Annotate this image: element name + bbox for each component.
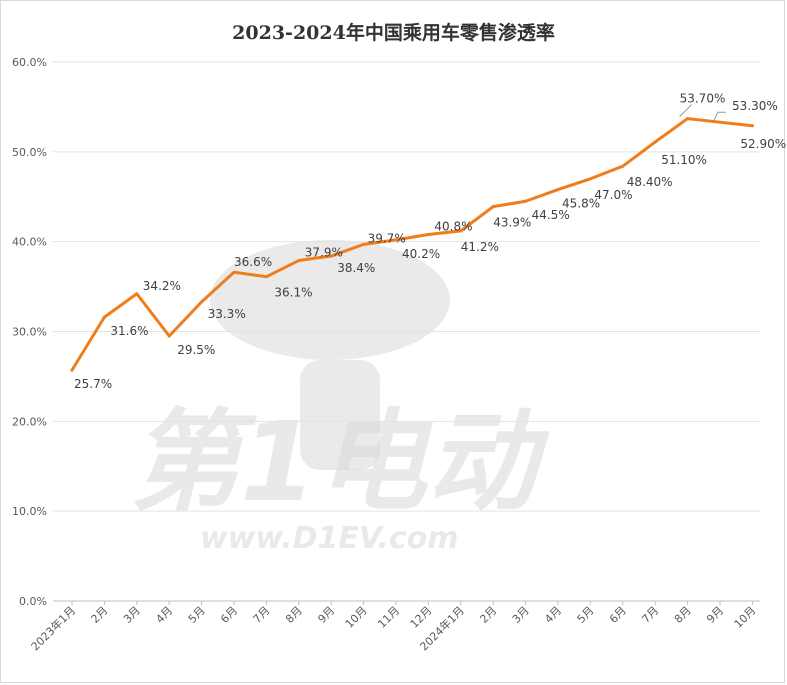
data-label: 47.0% [594,188,632,202]
y-tick-label: 50.0% [12,146,47,159]
x-tick-label: 2月 [89,604,111,626]
data-label: 53.70% [680,92,726,106]
data-point [556,188,560,192]
data-label: 52.90% [740,137,786,151]
data-label: 43.9% [493,216,531,230]
mascot-head-shape [210,240,450,360]
data-label: 44.5% [532,208,570,222]
x-tick-label: 2023年1月 [28,603,78,653]
y-tick-label: 20.0% [12,415,47,428]
data-label: 45.8% [562,197,600,211]
x-tick-label: 3月 [510,604,532,626]
data-point [362,242,366,246]
mascot-body-shape [300,360,380,470]
data-label: 31.6% [110,324,148,338]
watermark-url: www.D1EV.com [200,521,459,556]
watermark: 第1电动 www.D1EV.com [130,240,550,556]
data-point [426,232,430,236]
data-label: 33.3% [208,307,246,321]
x-tick-label: 12月 [408,604,435,631]
data-point [588,177,592,181]
x-tick-label: 4月 [153,604,175,626]
data-point [329,254,333,258]
data-label: 48.40% [627,175,673,189]
data-point [102,315,106,319]
x-tick-label: 8月 [283,604,305,626]
data-point [750,124,754,128]
x-tick-label: 3月 [121,604,143,626]
x-tick-label: 11月 [375,604,402,631]
data-label: 38.4% [337,261,375,275]
y-tick-label: 0.0% [19,595,47,608]
x-tick-label: 4月 [542,604,564,626]
x-tick-label: 10月 [732,604,759,631]
x-tick-label: 6月 [218,604,240,626]
y-tick-label: 30.0% [12,326,47,339]
data-point [167,334,171,338]
data-label: 40.2% [402,247,440,261]
data-label: 37.9% [305,246,343,260]
data-point [70,368,74,372]
data-point [491,205,495,209]
data-point [459,229,463,233]
x-tick-label: 8月 [672,604,694,626]
data-point [135,292,139,296]
series-line [70,117,754,372]
x-tick-label: 10月 [343,604,370,631]
y-axis-ticks: 0.0% 10.0% 20.0% 30.0% 40.0% 50.0% 60.0% [12,56,47,608]
data-label: 29.5% [177,343,215,357]
data-label: 34.2% [143,279,181,293]
data-point [394,238,398,242]
data-label: 36.1% [274,286,312,300]
x-tick-label: 5月 [186,604,208,626]
data-label: 39.7% [368,231,406,245]
x-tick-label: 9月 [315,604,337,626]
label-leader-line [713,111,726,121]
x-tick-label: 5月 [575,604,597,626]
x-tick-label: 9月 [704,604,726,626]
data-point [232,270,236,274]
data-label: 36.6% [234,255,272,269]
data-point [686,117,690,121]
data-labels: 25.7% 31.6% 34.2% 29.5% 33.3% 36.6% 36.1% 37.9%… [74,92,786,392]
y-tick-label: 40.0% [12,236,47,249]
label-leader-line [679,104,692,117]
data-label: 51.10% [661,153,707,167]
x-tick-label: 7月 [251,604,273,626]
data-point [653,140,657,144]
grid-lines [53,61,760,602]
watermark-brand: 第1电动 [130,398,550,526]
data-label: 41.2% [461,240,499,254]
x-tick-label: 6月 [607,604,629,626]
data-point [200,300,204,304]
data-point [718,120,722,124]
data-point [524,199,528,203]
series-layer [70,117,754,372]
data-label: 40.8% [434,219,472,233]
data-point [621,164,625,168]
data-label: 25.7% [74,377,112,391]
x-tick-label: 2月 [477,604,499,626]
data-point [297,259,301,263]
x-tick-label: 7月 [639,604,661,626]
data-point [264,275,268,279]
chart-title: 2023-2024年中国乘用车零售渗透率 [232,22,555,44]
y-tick-label: 60.0% [12,56,47,69]
data-label: 53.30% [732,99,778,113]
y-tick-label: 10.0% [12,505,47,518]
